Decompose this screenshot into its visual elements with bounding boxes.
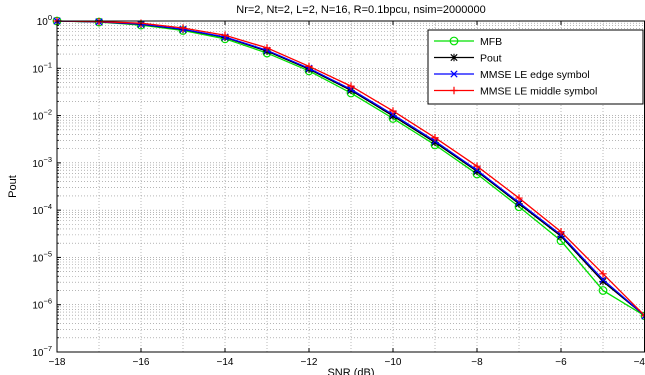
y-tick-label: 100	[37, 13, 52, 28]
data-point-plus	[557, 228, 565, 236]
x-tick-label: −14	[217, 357, 234, 368]
data-point-plus	[515, 194, 523, 202]
legend-label: MFB	[480, 36, 502, 48]
data-point-star	[557, 232, 565, 240]
data-point-plus	[179, 24, 187, 32]
legend-entry: MMSE LE edge symbol	[434, 69, 590, 81]
y-axis-title: Pout	[7, 175, 19, 198]
data-point-star	[515, 200, 523, 208]
data-point-star	[473, 167, 481, 176]
x-tick-label: −10	[385, 357, 402, 368]
data-point-plus	[450, 86, 458, 95]
data-point-plus	[599, 270, 607, 278]
y-tick-label: 10−6	[32, 297, 52, 312]
data-point-plus	[473, 162, 481, 170]
data-point-plus	[347, 82, 355, 90]
legend-entry: Pout	[434, 53, 502, 65]
x-tick-label: −16	[133, 357, 150, 368]
legend-entry: MFB	[434, 36, 502, 48]
x-tick-label: −8	[471, 357, 483, 368]
legend-label: MMSE LE middle symbol	[480, 86, 597, 98]
data-point-circle	[598, 286, 608, 295]
legend-label: Pout	[480, 53, 502, 65]
data-point-plus	[389, 107, 397, 115]
data-point-star	[450, 53, 458, 62]
legend-box	[427, 29, 644, 105]
data-point-circle	[449, 36, 459, 46]
y-tick-label: 10−1	[32, 60, 52, 75]
y-tick-label: 10−7	[32, 344, 52, 359]
x-tick-label: −4	[634, 357, 645, 368]
data-point-plus	[641, 312, 645, 320]
legend: MFB Pout MMSE LE edge symbol MMSE LE middle…	[427, 29, 644, 105]
data-point-plus	[221, 31, 229, 39]
x-tick-label: −6	[555, 357, 567, 368]
y-tick-label: 10−3	[32, 155, 52, 170]
data-point-star	[431, 138, 439, 147]
y-tick-label: 10−2	[32, 108, 52, 123]
y-tick-label: 10−5	[32, 249, 52, 264]
x-tick-label: −12	[301, 357, 318, 368]
x-axis-title: SNR (dB)	[327, 367, 374, 375]
data-point-plus	[431, 134, 439, 142]
chart-title: Nr=2, Nt=2, L=2, N=16, R=0.1bpcu, nsim=2…	[236, 4, 486, 16]
data-point-x	[599, 275, 607, 284]
y-tick-label: 10−4	[32, 202, 52, 217]
x-tick-label: −18	[49, 357, 66, 368]
axes: −18 −16 −14 −12 −10 −8 −6 −4 100 10−1 10−2 10−3 10−4…	[32, 13, 645, 368]
series-layer	[52, 16, 645, 321]
data-point-star	[347, 86, 355, 95]
data-point-star	[389, 112, 397, 120]
legend-entry: MMSE LE middle symbol	[434, 86, 597, 98]
data-point-plus	[305, 62, 313, 71]
data-point-plus	[95, 17, 103, 26]
data-point-plus	[263, 44, 271, 52]
data-point-circle	[640, 311, 645, 321]
data-point-star	[599, 277, 607, 286]
legend-label: MMSE LE edge symbol	[480, 69, 590, 81]
data-point-x	[450, 70, 458, 78]
